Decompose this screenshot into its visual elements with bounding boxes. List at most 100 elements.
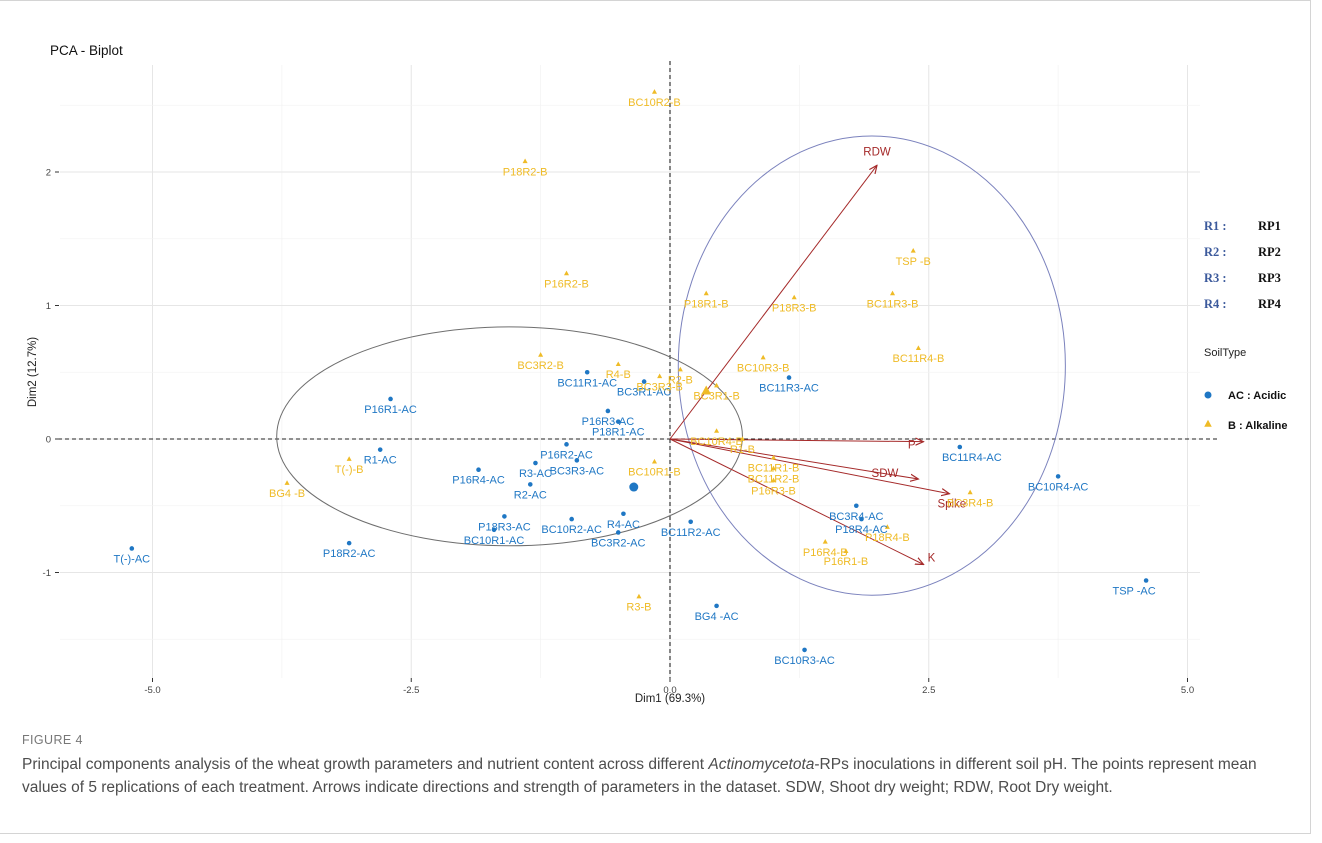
caption-text-end: -RPs inoculations in different soil pH. … bbox=[22, 756, 1257, 796]
data-point-alkaline bbox=[651, 458, 657, 464]
legend-key-name: RP3 bbox=[1258, 271, 1281, 285]
loading-label: P bbox=[908, 440, 916, 452]
point-label: R1-AC bbox=[364, 455, 397, 467]
data-point-acidic bbox=[476, 467, 481, 473]
point-label: BC3R2-AC bbox=[591, 537, 645, 549]
data-point-alkaline bbox=[657, 373, 663, 379]
loading-arrow bbox=[669, 438, 949, 494]
legend-key-code: R4 : bbox=[1204, 297, 1227, 311]
data-point-alkaline bbox=[714, 382, 720, 388]
data-point-acidic bbox=[491, 527, 497, 533]
loading-label: RDW bbox=[863, 146, 891, 158]
caption-text-italic: Actinomycetota bbox=[708, 756, 815, 773]
x-tick-label: -2.5 bbox=[403, 685, 419, 696]
x-tick-label: -5.0 bbox=[144, 685, 160, 696]
point-label: BC11R4-AC bbox=[942, 452, 1002, 464]
data-point-acidic bbox=[1143, 578, 1149, 583]
data-points bbox=[129, 89, 1149, 653]
data-point-alkaline bbox=[910, 247, 916, 253]
legend-key-name: RP2 bbox=[1258, 245, 1281, 259]
data-point-alkaline bbox=[884, 524, 890, 529]
data-point-acidic bbox=[346, 540, 352, 546]
data-point-alkaline bbox=[739, 436, 745, 441]
point-label: P18R2-B bbox=[503, 166, 548, 178]
point-labels: T(-)-AC P18R2-AC P16R1-AC R1-AC P16R4-AC P18R… bbox=[113, 97, 1155, 667]
legend-swatch-alkaline bbox=[1204, 419, 1212, 427]
point-label: R2-AC bbox=[514, 489, 547, 501]
point-label: BC3R3-AC bbox=[550, 465, 604, 477]
point-label: BC11R1-AC bbox=[557, 377, 617, 389]
data-point-acidic bbox=[533, 460, 538, 466]
figure-caption-text: Principal components analysis of the whe… bbox=[22, 753, 1302, 799]
point-label: T(-)-B bbox=[335, 464, 364, 476]
centroid-acidic bbox=[629, 482, 639, 492]
legend: R1 : RP1 R2 : RP2 R3 : RP3 R4 : RP4 SoilType AC :… bbox=[1204, 219, 1288, 432]
legend-title: SoilType bbox=[1204, 347, 1246, 359]
point-label: BC3R1-AC bbox=[617, 387, 671, 399]
x-tick-label: 2.5 bbox=[922, 685, 935, 696]
x-tick-label: 5.0 bbox=[1181, 685, 1194, 696]
point-label: TSP -AC bbox=[1112, 586, 1155, 598]
point-label: R2-B bbox=[668, 375, 693, 387]
y-tick-label: 1 bbox=[46, 301, 51, 312]
data-point-acidic bbox=[615, 530, 621, 535]
point-label: TSP -B bbox=[896, 256, 931, 268]
point-label: P16R4-B bbox=[803, 547, 848, 559]
data-point-acidic bbox=[786, 375, 792, 380]
point-label: T(-)-AC bbox=[113, 553, 150, 565]
point-label: P18R4-AC bbox=[835, 524, 888, 536]
point-label: BC10R2-AC bbox=[541, 524, 602, 536]
point-label: BC11R3-B bbox=[867, 298, 919, 310]
point-label: BC10R2-B bbox=[628, 97, 681, 109]
data-point-acidic bbox=[605, 408, 611, 414]
data-point-acidic bbox=[615, 419, 621, 424]
point-label: P16R2-AC bbox=[540, 449, 593, 461]
legend-label-acidic: AC : Acidic bbox=[1228, 390, 1286, 402]
point-label: P16R1-AC bbox=[364, 404, 417, 416]
point-label: R3-AC bbox=[519, 468, 552, 480]
chart-title: PCA - Biplot bbox=[50, 43, 123, 58]
centroid-alkaline bbox=[701, 385, 712, 395]
point-label: P16R1-B bbox=[824, 556, 869, 568]
caption-text-start: Principal components analysis of the whe… bbox=[22, 756, 709, 773]
y-axis-label: Dim2 (12.7%) bbox=[27, 337, 39, 407]
data-point-alkaline bbox=[760, 354, 766, 360]
data-point-alkaline bbox=[636, 593, 642, 599]
figure-caption: FIGURE 4 Principal components analysis o… bbox=[22, 733, 1302, 799]
loading-arrows: RDW P SDW Spike K bbox=[669, 146, 966, 564]
point-label: BC3R3-B bbox=[636, 381, 682, 393]
legend-swatch-acidic bbox=[1204, 391, 1212, 399]
point-label: R3-B bbox=[626, 602, 651, 614]
point-label: BC11R2-B bbox=[748, 473, 800, 485]
data-point-acidic bbox=[714, 603, 719, 609]
point-label: P16R3-B bbox=[751, 485, 796, 497]
data-point-acidic bbox=[584, 369, 590, 375]
data-point-alkaline bbox=[563, 270, 570, 276]
data-point-alkaline bbox=[346, 456, 352, 461]
data-point-alkaline bbox=[770, 454, 777, 460]
x-axis-label: Dim1 (69.3%) bbox=[635, 693, 705, 705]
legend-label-alkaline: B : Alkaline bbox=[1228, 420, 1288, 432]
data-point-alkaline bbox=[677, 366, 683, 372]
data-point-acidic bbox=[802, 647, 807, 653]
x-tick-label: 0.0 bbox=[663, 685, 676, 696]
loading-label: SDW bbox=[872, 468, 899, 480]
y-tick-label: 0 bbox=[46, 435, 51, 446]
data-point-acidic bbox=[1055, 474, 1061, 479]
point-label: P18R1-AC bbox=[592, 427, 645, 439]
point-label: P18R2-AC bbox=[323, 548, 376, 560]
point-label: BC10R4-B bbox=[690, 436, 743, 448]
data-point-alkaline bbox=[915, 345, 921, 351]
data-point-acidic bbox=[621, 511, 626, 517]
point-label: BC11R1-B bbox=[748, 463, 800, 475]
point-label: P16R4-AC bbox=[452, 475, 505, 487]
data-point-acidic bbox=[527, 482, 533, 487]
loading-arrow bbox=[669, 438, 918, 479]
data-point-acidic bbox=[569, 516, 574, 522]
loading-arrow bbox=[669, 439, 924, 442]
point-label: BC11R3-AC bbox=[759, 383, 819, 395]
data-point-acidic bbox=[502, 514, 507, 519]
data-point-alkaline bbox=[651, 89, 657, 94]
point-label: BC11R4-B bbox=[893, 353, 945, 365]
